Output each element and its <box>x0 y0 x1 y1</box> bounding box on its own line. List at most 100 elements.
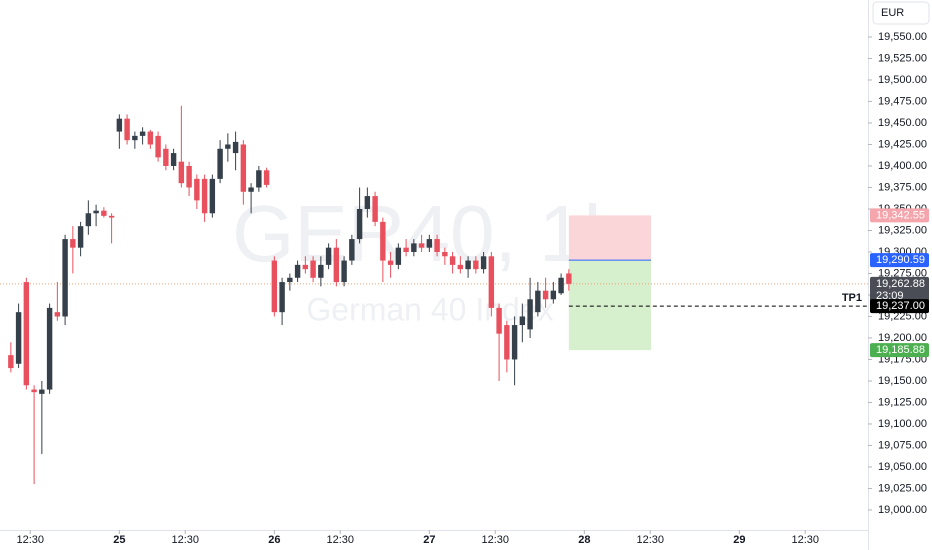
candle-body <box>225 144 231 149</box>
candle-body <box>294 264 301 278</box>
candle-body <box>163 148 169 166</box>
x-tick-label: 28 <box>578 534 590 546</box>
x-tick-label: 12:30 <box>791 534 819 546</box>
y-tick-label: 19,200.00 <box>878 332 927 344</box>
candle-body <box>147 131 154 145</box>
y-tick-label: 19,400.00 <box>878 160 927 172</box>
candle-body <box>101 210 107 216</box>
candle-body <box>279 282 285 313</box>
candle-body <box>341 260 347 283</box>
candle-body <box>194 178 200 201</box>
candle-body <box>46 307 53 390</box>
candle-body <box>504 325 510 360</box>
x-tick-label: 29 <box>733 534 745 546</box>
y-tick-label: 19,100.00 <box>878 418 927 430</box>
candle-body <box>178 161 185 184</box>
last-price-tag <box>870 276 929 303</box>
y-tick-label: 19,450.00 <box>878 117 927 129</box>
candle-body <box>39 389 45 394</box>
candle-body <box>132 135 138 141</box>
y-tick-label: 19,425.00 <box>878 138 927 150</box>
candle-body <box>217 148 223 179</box>
candle-body <box>566 273 572 284</box>
candle-body <box>457 264 464 270</box>
price-tag <box>870 208 929 223</box>
candle-body <box>349 239 355 261</box>
price-tag-label: 19,290.59 <box>876 254 925 266</box>
candle-body <box>201 178 208 214</box>
candle-body <box>535 290 541 313</box>
candle-body <box>318 264 324 278</box>
x-tick-label: 27 <box>423 534 435 546</box>
candle-body <box>248 187 254 192</box>
candle-body <box>480 256 487 270</box>
candle-body <box>465 260 471 270</box>
candle-body <box>186 165 192 188</box>
candle-body <box>15 312 22 364</box>
candle-body <box>232 141 239 154</box>
y-tick-label: 19,375.00 <box>878 181 927 193</box>
x-tick-label: 12:30 <box>636 534 664 546</box>
y-tick-label: 19,525.00 <box>878 52 927 64</box>
y-tick-label: 19,025.00 <box>878 482 927 494</box>
candle-body <box>473 260 479 270</box>
x-tick-label: 26 <box>268 534 280 546</box>
price-tag <box>870 253 929 268</box>
candle-body <box>170 153 177 166</box>
candle-body <box>434 239 440 252</box>
price-tag-label: 19,185.88 <box>876 344 925 356</box>
candle-body <box>449 256 456 265</box>
candle-body <box>496 307 502 334</box>
price-tag <box>870 343 929 358</box>
candle-body <box>209 178 216 214</box>
candle-body <box>271 260 278 313</box>
countdown-label: 23:09 <box>876 290 904 302</box>
candle-body <box>240 144 247 192</box>
candle-body <box>23 282 30 386</box>
candle-body <box>519 316 526 326</box>
tp1-label: TP1 <box>842 292 862 304</box>
candle-body <box>411 243 417 252</box>
y-tick-label: 19,275.00 <box>878 267 927 279</box>
x-tick-label: 25 <box>113 534 125 546</box>
candle-body <box>256 170 262 188</box>
currency-button[interactable] <box>872 1 930 25</box>
candle-body <box>54 312 61 317</box>
candle-body <box>85 213 92 227</box>
candle-body <box>124 118 130 141</box>
candle-body <box>31 389 37 393</box>
candle-body <box>550 290 557 300</box>
candle-body <box>488 256 495 308</box>
candle-body <box>8 355 14 369</box>
candle-body <box>418 243 425 248</box>
candle-body <box>325 247 332 265</box>
candle-body <box>302 264 309 270</box>
watermark-symbol: GER40, 1h <box>232 189 628 278</box>
stop-zone <box>568 215 651 261</box>
candle-body <box>395 247 402 265</box>
tp1-tag-label: 19,237.00 <box>876 300 925 312</box>
candle-body <box>263 170 270 185</box>
target-zone <box>568 260 651 351</box>
y-tick-label: 19,225.00 <box>878 310 927 322</box>
y-tick-label: 19,150.00 <box>878 375 927 387</box>
candle-body <box>387 260 394 265</box>
y-tick-label: 19,325.00 <box>878 224 927 236</box>
candle-body <box>380 221 386 261</box>
y-tick-label: 19,000.00 <box>878 504 927 516</box>
tp1-tag <box>870 299 929 314</box>
currency-label[interactable]: EUR <box>881 7 904 19</box>
y-tick-label: 19,125.00 <box>878 396 927 408</box>
last-price-label: 19,262.88 <box>876 278 925 290</box>
candle-body <box>139 131 146 136</box>
candle-body <box>333 247 340 283</box>
candle-body <box>108 215 115 218</box>
price-tag-label: 19,342.55 <box>876 209 925 221</box>
candle-body <box>93 210 99 214</box>
candle-body <box>372 196 378 222</box>
y-tick-label: 19,550.00 <box>878 31 927 43</box>
candle-body <box>442 251 448 257</box>
y-tick-label: 19,475.00 <box>878 95 927 107</box>
candle-body <box>426 239 433 248</box>
